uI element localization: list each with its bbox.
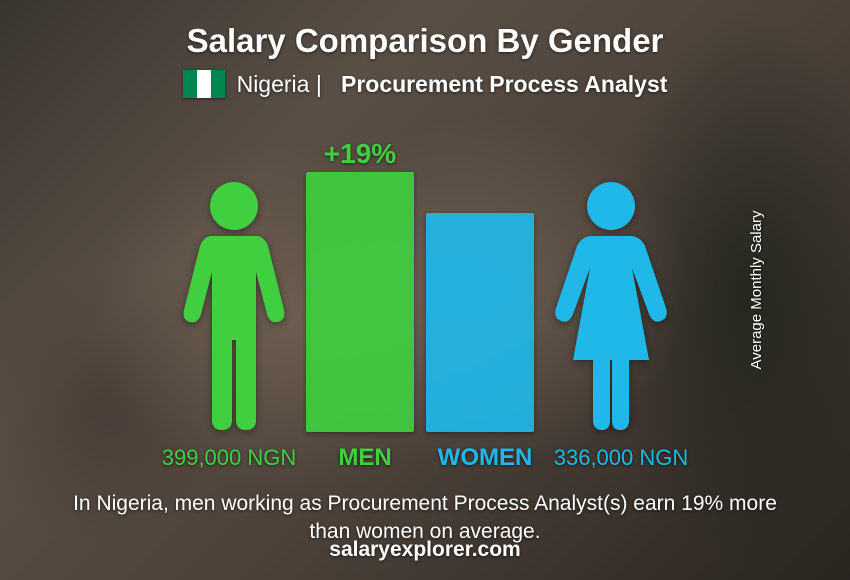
woman-icon [546,180,676,432]
subtitle: Nigeria | Procurement Process Analyst [237,71,668,98]
flag-stripe [211,70,225,98]
difference-pct-label: +19% [324,138,396,170]
men-bar [306,172,414,432]
men-bar-col: +19% [306,172,414,432]
man-icon [174,180,294,432]
infographic-container: Salary Comparison By Gender Nigeria | Pr… [0,0,850,580]
footer-credit: salaryexplorer.com [0,538,850,562]
labels-row: 399,000 NGN MEN WOMEN 336,000 NGN [40,444,810,472]
country-label: Nigeria [237,71,310,97]
separator: | [316,71,335,97]
women-bar [426,213,534,432]
y-axis-label: Average Monthly Salary [748,211,765,370]
subtitle-row: Nigeria | Procurement Process Analyst [183,70,668,98]
men-gender-label: MEN [311,444,419,472]
men-salary-label: 399,000 NGN [159,445,299,471]
job-title: Procurement Process Analyst [341,71,667,97]
page-title: Salary Comparison By Gender [187,22,664,60]
chart-area: +19% [174,122,676,432]
women-figure-col [546,180,676,432]
men-figure-col [174,180,294,432]
women-bar-col [426,213,534,432]
flag-stripe [183,70,197,98]
nigeria-flag-icon [183,70,225,98]
women-salary-label: 336,000 NGN [551,445,691,471]
flag-stripe [197,70,211,98]
women-gender-label: WOMEN [431,444,539,472]
